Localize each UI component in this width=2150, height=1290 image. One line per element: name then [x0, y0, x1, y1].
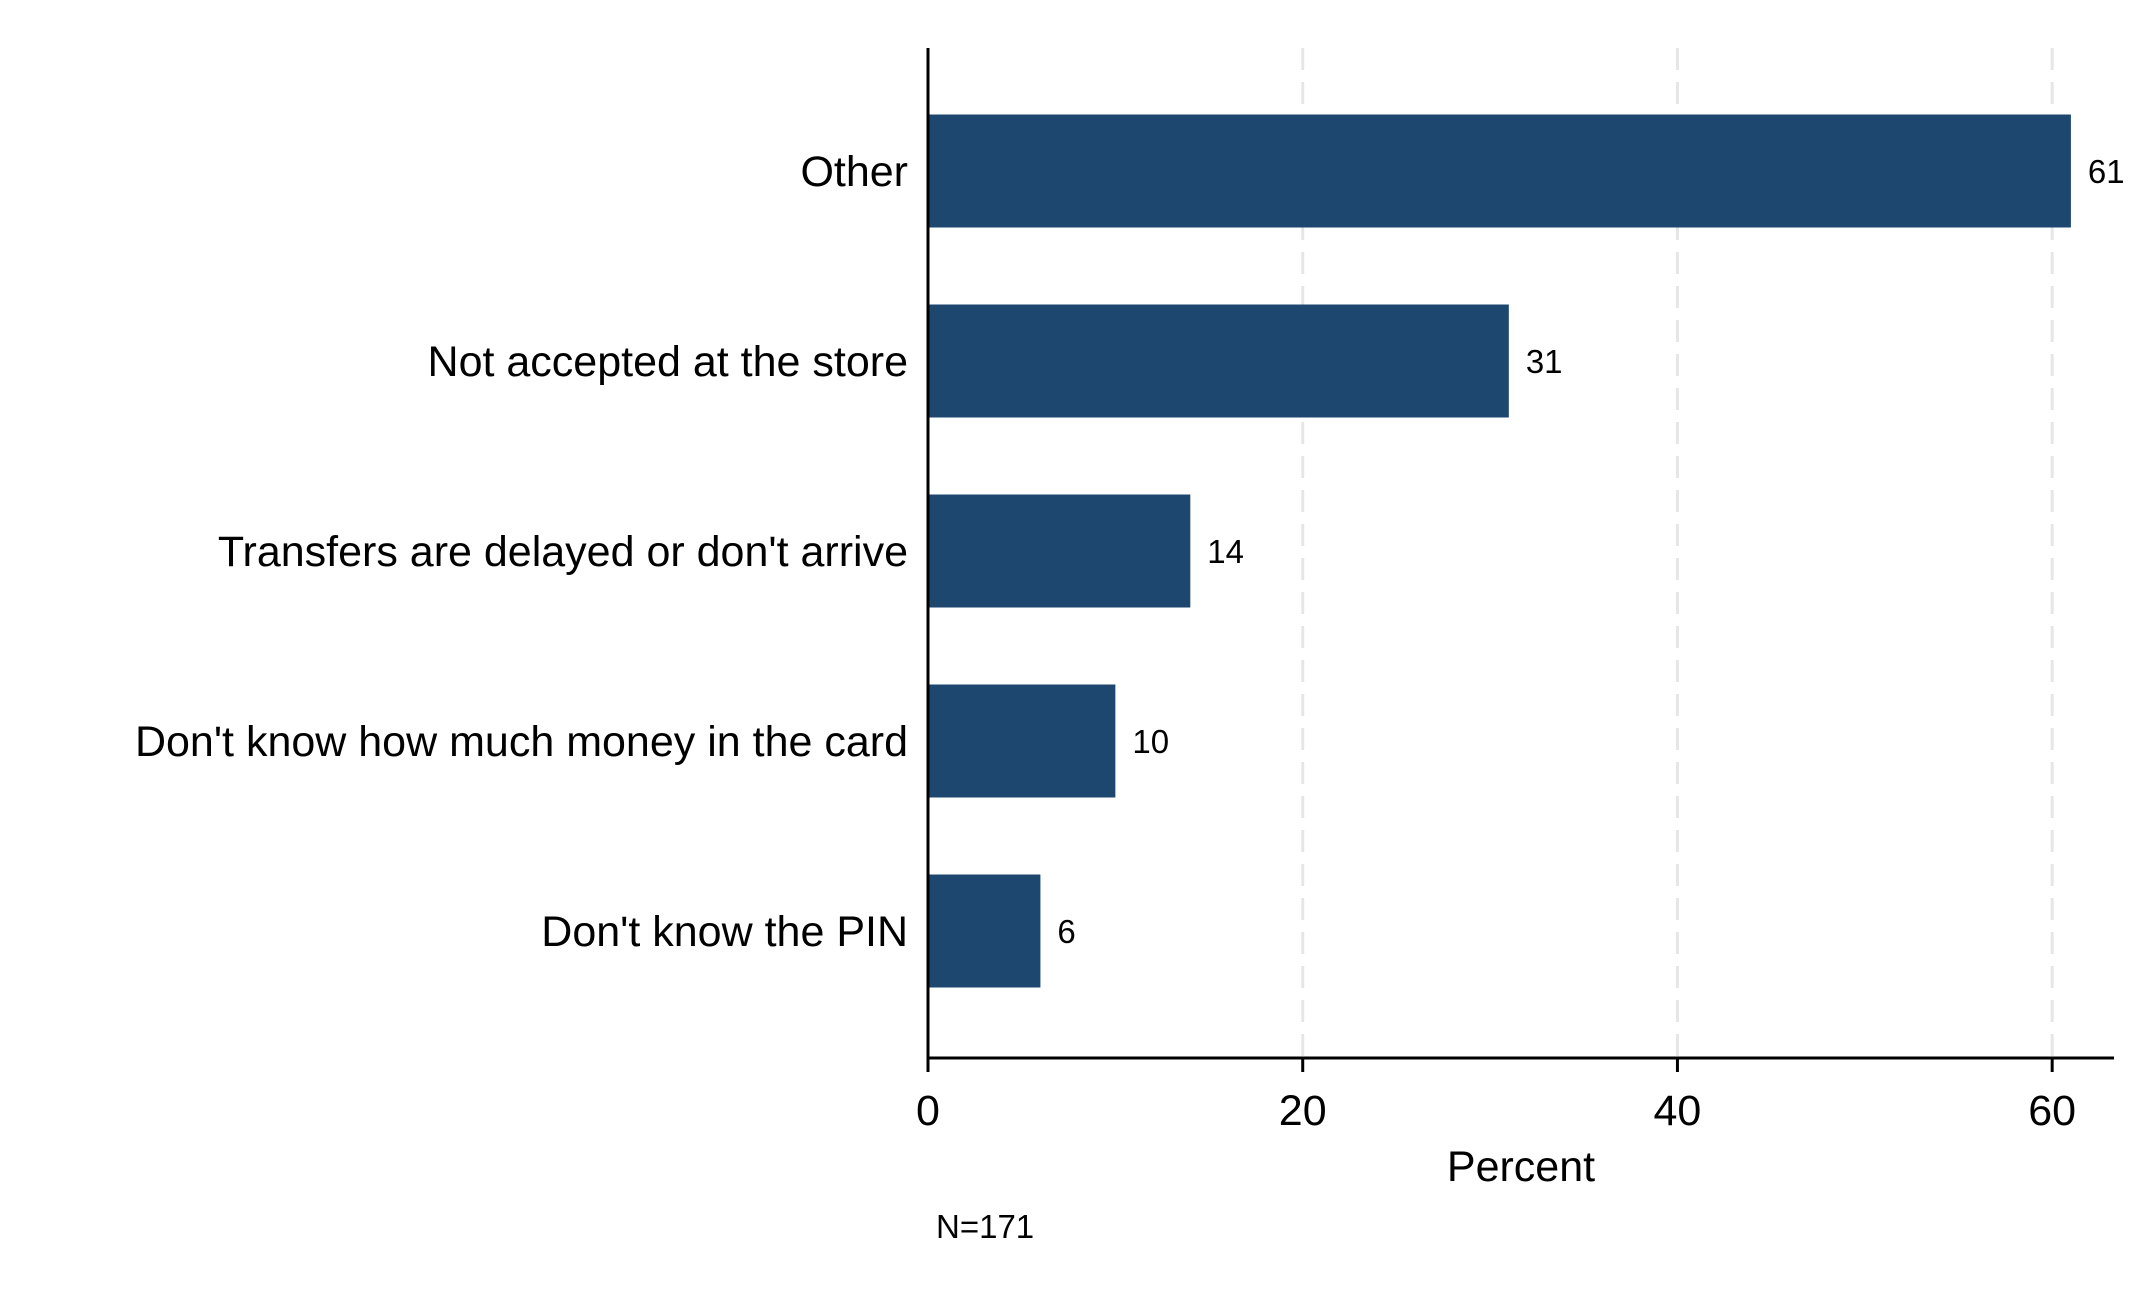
x-axis-ticks: 0 20 40 60: [916, 1058, 2076, 1135]
category-label-4: Don't know the PIN: [541, 908, 908, 956]
category-labels: Other Not accepted at the store Transfers …: [135, 148, 908, 956]
x-tick-label-20: 20: [1279, 1087, 1327, 1135]
sample-size-note: N=171: [936, 1208, 1034, 1245]
x-tick-label-60: 60: [2028, 1087, 2076, 1135]
value-label-0: 61: [2088, 153, 2125, 190]
bars: [928, 114, 2071, 988]
bar-4: [928, 874, 1041, 988]
value-label-4: 6: [1057, 913, 1075, 950]
category-label-0: Other: [800, 148, 908, 196]
value-label-2: 14: [1207, 533, 1244, 570]
bar-2: [928, 494, 1191, 608]
value-label-3: 10: [1132, 723, 1169, 760]
x-tick-label-40: 40: [1654, 1087, 1702, 1135]
x-tick-label-0: 0: [916, 1087, 940, 1135]
bar-0: [928, 114, 2071, 228]
x-axis-title: Percent: [1447, 1143, 1595, 1191]
bar-3: [928, 684, 1116, 798]
bar-1: [928, 304, 1509, 418]
category-label-3: Don't know how much money in the card: [135, 718, 908, 766]
value-labels: 61 31 14 10 6: [1057, 153, 2124, 950]
value-label-1: 31: [1526, 343, 1563, 380]
category-label-2: Transfers are delayed or don't arrive: [218, 528, 908, 576]
category-label-1: Not accepted at the store: [428, 338, 908, 386]
